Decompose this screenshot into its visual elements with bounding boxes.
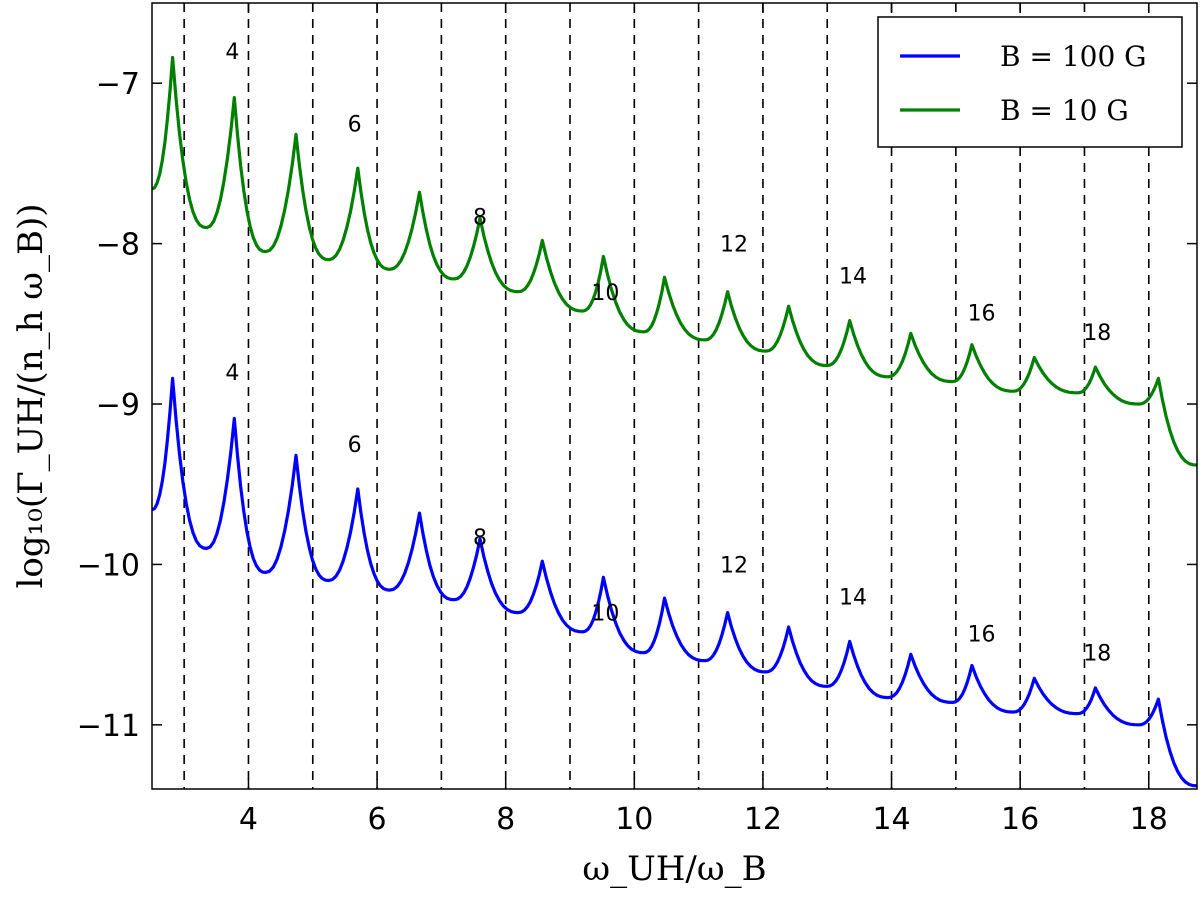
legend-box bbox=[877, 16, 1183, 148]
peak-annotation-13: 14 bbox=[839, 586, 867, 611]
peak-annotation-15: 18 bbox=[1083, 642, 1111, 667]
peak-annotation-1: 6 bbox=[348, 112, 362, 137]
peak-annotations: 4 6 8 10 12 14 16 18 4 6 8 10 12 14 16 18 bbox=[225, 40, 1111, 667]
x-tick-label-8: 8 bbox=[496, 802, 515, 837]
peak-annotation-14: 16 bbox=[968, 622, 996, 647]
legend-label-1: B = 10 G bbox=[1000, 94, 1129, 127]
peak-annotation-7: 18 bbox=[1083, 321, 1111, 346]
peak-annotation-4: 12 bbox=[720, 233, 748, 258]
x-tick-label-10: 10 bbox=[615, 802, 653, 837]
peak-annotation-10: 8 bbox=[473, 526, 487, 551]
peak-annotation-3: 10 bbox=[591, 281, 619, 306]
y-tick-label--8: −8 bbox=[96, 228, 140, 263]
series-layer bbox=[151, 55, 1198, 788]
axis-ticks: 4 6 8 10 12 14 16 18 −7 −8 −9 −10 −11 bbox=[77, 3, 1197, 837]
x-tick-label-4: 4 bbox=[239, 802, 258, 837]
x-tick-label-6: 6 bbox=[368, 802, 387, 837]
y-tick-label--11: −11 bbox=[77, 709, 140, 744]
plot-frame bbox=[151, 2, 1198, 790]
peak-annotation-12: 12 bbox=[720, 553, 748, 578]
y-tick-label--10: −10 bbox=[77, 548, 140, 583]
legend: B = 100 G B = 10 G bbox=[877, 16, 1183, 148]
x-tick-label-18: 18 bbox=[1130, 802, 1168, 837]
x-axis-label: ω_UH/ω_B bbox=[582, 849, 766, 889]
peak-annotation-11: 10 bbox=[591, 602, 619, 627]
peak-annotation-8: 4 bbox=[225, 361, 239, 386]
series-line-b100 bbox=[151, 376, 1198, 788]
legend-label-0: B = 100 G bbox=[1000, 40, 1147, 73]
y-tick-label--7: −7 bbox=[96, 67, 140, 102]
x-tick-label-14: 14 bbox=[872, 802, 910, 837]
x-tick-label-16: 16 bbox=[1001, 802, 1039, 837]
y-axis-label: log₁₀(Γ_UH/(n_h ω_B)) bbox=[11, 203, 51, 588]
series-line-b10 bbox=[151, 55, 1198, 467]
x-tick-label-12: 12 bbox=[744, 802, 782, 837]
peak-annotation-5: 14 bbox=[839, 265, 867, 290]
peak-annotation-2: 8 bbox=[473, 205, 487, 230]
peak-annotation-0: 4 bbox=[225, 40, 239, 65]
peak-annotation-6: 16 bbox=[968, 302, 996, 327]
y-tick-label--9: −9 bbox=[96, 388, 140, 423]
peak-annotation-9: 6 bbox=[348, 433, 362, 458]
